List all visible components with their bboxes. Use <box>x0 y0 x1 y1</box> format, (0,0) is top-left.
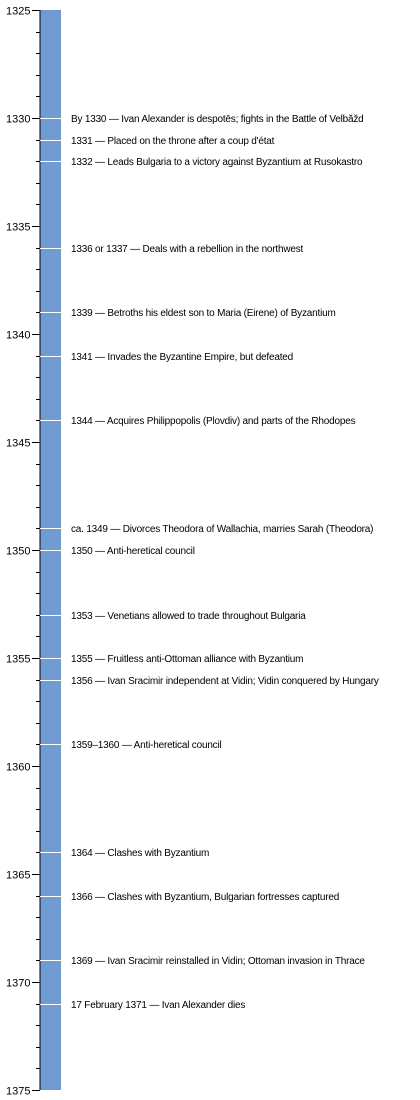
event-label: 1341 — Invades the Byzantine Empire, but… <box>71 352 293 363</box>
timeline-event: 1339 — Betroths his eldest son to Maria … <box>40 308 336 319</box>
timeline-event: By 1330 — Ivan Alexander is despotēs; fi… <box>40 114 364 125</box>
year-tick-label: 1325 <box>6 6 30 18</box>
event-label: 1356 — Ivan Sracimir independent at Vidi… <box>71 676 379 687</box>
year-tick-label: 1345 <box>6 438 30 450</box>
year-tick-label: 1335 <box>6 222 30 234</box>
event-label: 1344 — Acquires Philippopolis (Plovdiv) … <box>71 416 356 427</box>
timeline-events: By 1330 — Ivan Alexander is despotēs; fi… <box>40 114 379 1011</box>
timeline-event: 17 February 1371 — Ivan Alexander dies <box>40 1000 246 1011</box>
timeline-event: 1331 — Placed on the throne after a coup… <box>40 136 275 147</box>
year-tick-label: 1365 <box>6 870 30 882</box>
timeline-event: ca. 1349 — Divorces Theodora of Wallachi… <box>40 524 374 535</box>
event-label: 1366 — Clashes with Byzantium, Bulgarian… <box>71 892 339 903</box>
event-label: 1332 — Leads Bulgaria to a victory again… <box>71 157 363 168</box>
timeline-event: 1353 — Venetians allowed to trade throug… <box>40 611 306 622</box>
axis-ticks <box>32 10 40 1091</box>
timeline-event: 1359–1360 — Anti-heretical council <box>40 740 222 751</box>
timeline-event: 1344 — Acquires Philippopolis (Plovdiv) … <box>40 416 356 427</box>
event-label: 1331 — Placed on the throne after a coup… <box>71 136 275 147</box>
timeline-event: 1332 — Leads Bulgaria to a victory again… <box>40 157 363 168</box>
event-label: 1369 — Ivan Sracimir reinstalled in Vidi… <box>71 956 365 967</box>
event-label: 1336 or 1337 — Deals with a rebellion in… <box>71 244 304 255</box>
event-label: 1364 — Clashes with Byzantium <box>71 848 209 859</box>
year-tick-label: 1330 <box>6 114 30 126</box>
year-tick-label: 1360 <box>6 762 30 774</box>
year-tick-label: 1340 <box>6 330 30 342</box>
event-label: 17 February 1371 — Ivan Alexander dies <box>71 1000 245 1011</box>
event-label: 1355 — Fruitless anti-Ottoman alliance w… <box>71 654 303 665</box>
year-tick-label: 1375 <box>6 1086 30 1098</box>
timeline-event: 1350 — Anti-heretical council <box>40 546 195 557</box>
event-label: 1353 — Venetians allowed to trade throug… <box>71 611 306 622</box>
event-label: 1339 — Betroths his eldest son to Maria … <box>71 308 336 319</box>
timeline-event: 1356 — Ivan Sracimir independent at Vidi… <box>40 676 379 687</box>
year-tick-label: 1370 <box>6 978 30 990</box>
event-label: 1359–1360 — Anti-heretical council <box>71 740 222 751</box>
year-tick-label: 1350 <box>6 546 30 558</box>
timeline-event: 1336 or 1337 — Deals with a rebellion in… <box>40 244 304 255</box>
event-label: 1350 — Anti-heretical council <box>71 546 195 557</box>
timeline-event: 1341 — Invades the Byzantine Empire, but… <box>40 352 293 363</box>
timeline-event: 1364 — Clashes with Byzantium <box>40 848 209 859</box>
timeline-event: 1369 — Ivan Sracimir reinstalled in Vidi… <box>40 956 366 967</box>
event-label: ca. 1349 — Divorces Theodora of Wallachi… <box>71 524 373 535</box>
timeline-event: 1366 — Clashes with Byzantium, Bulgarian… <box>40 892 339 903</box>
year-tick-label: 1355 <box>6 654 30 666</box>
event-label: By 1330 — Ivan Alexander is despotēs; fi… <box>71 114 364 125</box>
axis-year-labels: 1325 1330 1335 1340 1345 1350 1355 1360 1365 1370… <box>6 6 30 1098</box>
timeline-event: 1355 — Fruitless anti-Ottoman alliance w… <box>40 654 303 665</box>
